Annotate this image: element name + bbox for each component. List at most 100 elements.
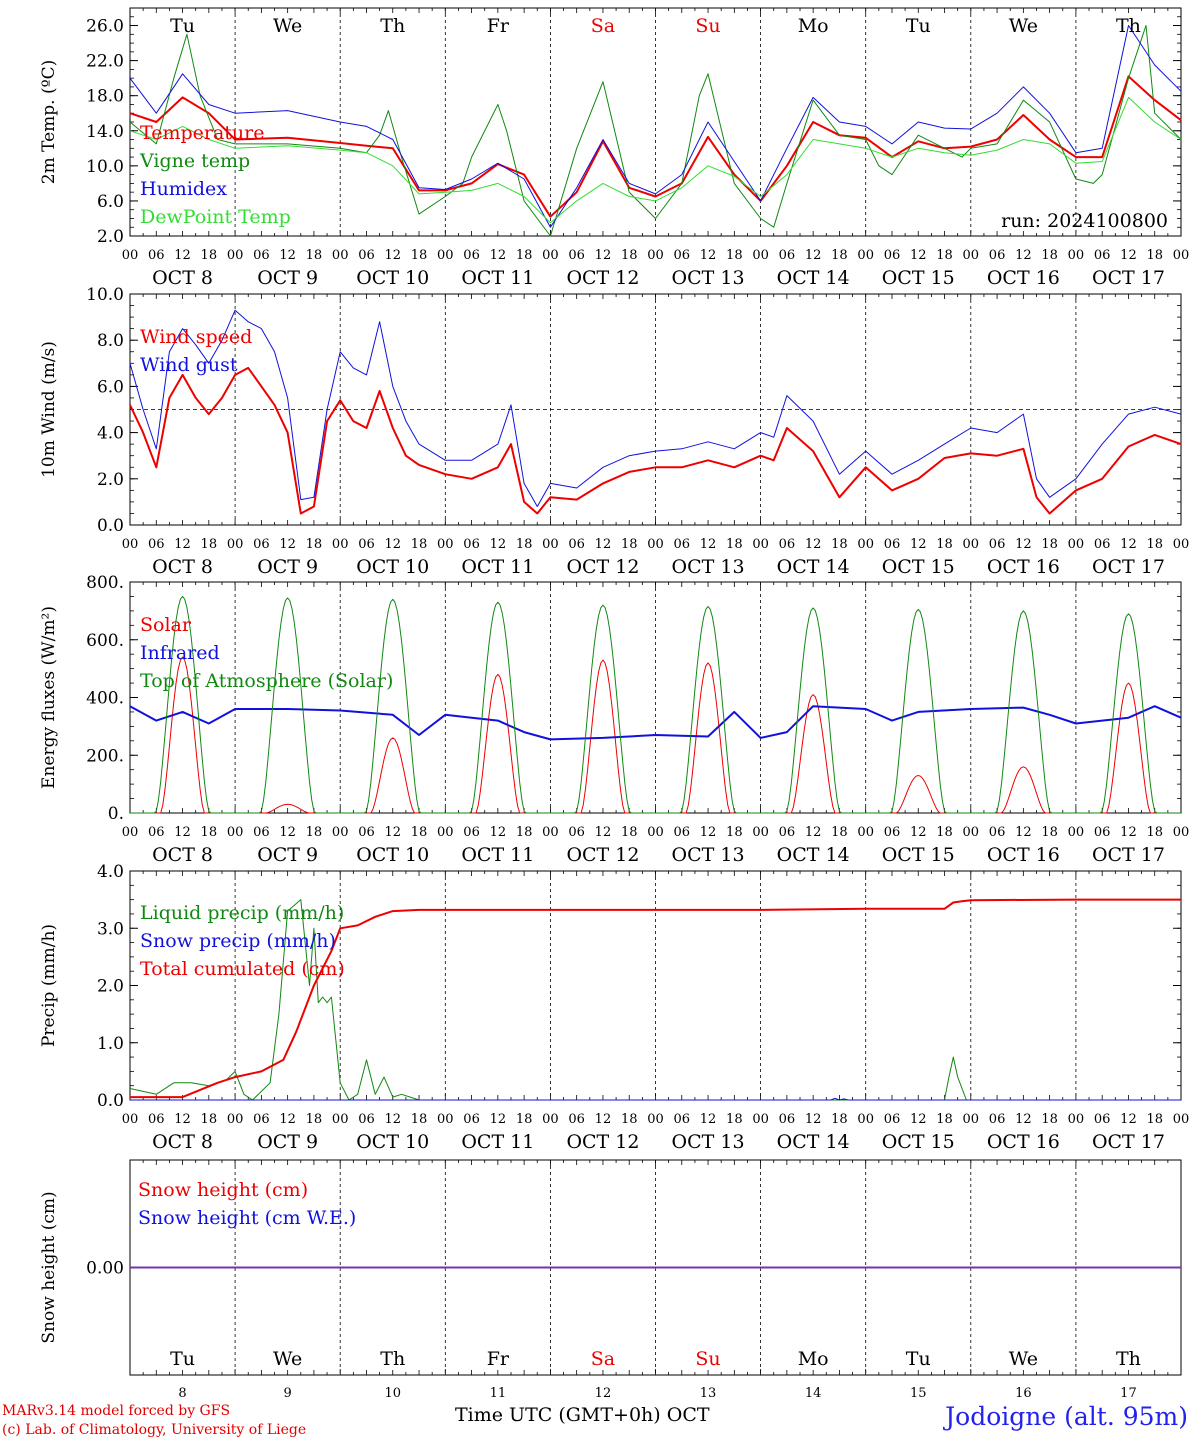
wind-y-tick-label: 0.0 <box>97 516 124 536</box>
snow-y-tick-label: 0.00 <box>86 1259 124 1279</box>
energy-hour-tick-label: 18 <box>1146 825 1163 840</box>
energy-date-label: OCT 10 <box>356 844 429 866</box>
precip-hour-tick-label: 06 <box>358 1112 375 1127</box>
energy-hour-tick-label: 06 <box>1094 825 1111 840</box>
wind-hour-tick-label: 12 <box>595 537 612 552</box>
temp-y-axis-label: 2m Temp. (ºC) <box>39 60 59 185</box>
wind-hour-tick-label: 18 <box>411 537 428 552</box>
precip-legend-item: Snow precip (mm/h) <box>140 930 336 952</box>
temp-series-dewpoint-temp <box>129 96 1182 224</box>
energy-hour-tick-label: 00 <box>963 825 980 840</box>
temp-hour-tick-label: 00 <box>857 248 874 263</box>
run-label: run: 2024100800 <box>1001 210 1168 232</box>
energy-hour-tick-label: 18 <box>306 825 323 840</box>
wind-hour-tick-label: 00 <box>647 537 664 552</box>
precip-date-label: OCT 15 <box>882 1131 955 1153</box>
precip-y-tick-label: 2.0 <box>97 977 124 997</box>
precip-hour-tick-label: 06 <box>989 1112 1006 1127</box>
snow-day-label: Mo <box>798 1348 829 1370</box>
energy-date-label: OCT 16 <box>987 844 1060 866</box>
temp-date-label: OCT 12 <box>566 267 639 289</box>
wind-hour-tick-label: 00 <box>332 537 349 552</box>
energy-hour-tick-label: 12 <box>384 825 401 840</box>
precip-hour-tick-label: 06 <box>884 1112 901 1127</box>
precip-hour-tick-label: 12 <box>1015 1112 1032 1127</box>
energy-hour-tick-label: 18 <box>201 825 218 840</box>
snow-day-label: Tu <box>906 1348 931 1370</box>
temp-hour-tick-label: 06 <box>989 248 1006 263</box>
energy-hour-tick-label: 00 <box>332 825 349 840</box>
temp-hour-tick-label: 18 <box>1041 248 1058 263</box>
energy-hour-tick-label: 00 <box>1173 825 1190 840</box>
temp-day-label: Sa <box>591 15 615 37</box>
wind-hour-tick-label: 00 <box>752 537 769 552</box>
precip-hour-tick-label: 00 <box>752 1112 769 1127</box>
energy-hour-tick-label: 18 <box>1041 825 1058 840</box>
precip-hour-tick-label: 06 <box>568 1112 585 1127</box>
snow-y-axis-label: Snow height (cm) <box>39 1191 59 1343</box>
energy-y-tick-label: 400. <box>86 689 124 709</box>
temp-day-label: Th <box>1116 15 1141 37</box>
wind-hour-tick-label: 06 <box>779 537 796 552</box>
wind-series-wind-speed <box>129 366 1182 515</box>
wind-hour-tick-label: 06 <box>463 537 480 552</box>
precip-series-snow-precip-mm-h <box>130 1097 1181 1101</box>
precip-hour-tick-label: 06 <box>1094 1112 1111 1127</box>
wind-y-tick-label: 8.0 <box>97 331 124 351</box>
precip-date-label: OCT 9 <box>257 1131 318 1153</box>
temp-hour-tick-label: 06 <box>674 248 691 263</box>
precip-hour-tick-label: 12 <box>910 1112 927 1127</box>
wind-hour-tick-label: 06 <box>568 537 585 552</box>
wind-date-label: OCT 10 <box>356 556 429 578</box>
energy-y-tick-label: 0. <box>108 804 124 824</box>
energy-hour-tick-label: 00 <box>752 825 769 840</box>
temp-y-tick-label: 2.0 <box>97 227 124 247</box>
precip-date-label: OCT 14 <box>777 1131 850 1153</box>
energy-hour-tick-label: 18 <box>621 825 638 840</box>
precip-y-tick-label: 0.0 <box>97 1091 124 1111</box>
wind-hour-tick-label: 06 <box>358 537 375 552</box>
energy-hour-tick-label: 06 <box>148 825 165 840</box>
temp-hour-tick-label: 06 <box>463 248 480 263</box>
temp-hour-tick-label: 00 <box>542 248 559 263</box>
wind-hour-tick-label: 06 <box>989 537 1006 552</box>
temp-hour-tick-label: 12 <box>490 248 507 263</box>
precip-y-tick-label: 3.0 <box>97 919 124 939</box>
temp-hour-tick-label: 06 <box>148 248 165 263</box>
snow-day-number: 16 <box>1015 1386 1032 1400</box>
energy-y-axis-label: Energy fluxes (W/m²) <box>39 606 59 789</box>
energy-hour-tick-label: 12 <box>595 825 612 840</box>
energy-date-label: OCT 15 <box>882 844 955 866</box>
wind-hour-tick-label: 12 <box>1120 537 1137 552</box>
precip-hour-tick-label: 12 <box>384 1112 401 1127</box>
precip-y-tick-label: 1.0 <box>97 1034 124 1054</box>
precip-hour-tick-label: 12 <box>490 1112 507 1127</box>
snow-day-number: 11 <box>490 1386 507 1400</box>
temp-hour-tick-label: 12 <box>174 248 191 263</box>
precip-hour-tick-label: 18 <box>516 1112 533 1127</box>
temp-hour-tick-label: 00 <box>963 248 980 263</box>
wind-hour-tick-label: 18 <box>516 537 533 552</box>
snow-day-number: 13 <box>700 1386 717 1400</box>
wind-hour-tick-label: 06 <box>148 537 165 552</box>
footer-model-credit: MARv3.14 model forced by GFS <box>2 1403 231 1419</box>
precip-hour-tick-label: 12 <box>595 1112 612 1127</box>
energy-hour-tick-label: 12 <box>1015 825 1032 840</box>
wind-hour-tick-label: 12 <box>384 537 401 552</box>
precip-hour-tick-label: 00 <box>963 1112 980 1127</box>
temp-day-label: We <box>273 15 302 37</box>
precip-hour-tick-label: 12 <box>700 1112 717 1127</box>
wind-hour-tick-label: 06 <box>674 537 691 552</box>
wind-hour-tick-label: 12 <box>174 537 191 552</box>
snow-day-number: 10 <box>384 1386 401 1400</box>
temp-day-label: Fr <box>487 15 510 37</box>
temp-day-label: Mo <box>798 15 829 37</box>
energy-y-tick-label: 600. <box>86 631 124 651</box>
meteogram: 2.0 6.0 10.0 14.0 18.0 22.0 26.0 2m Temp. (ºC) T… <box>39 7 1190 1400</box>
temp-legend-item: DewPoint Temp <box>140 206 291 228</box>
wind-hour-tick-label: 12 <box>279 537 296 552</box>
energy-hour-tick-label: 18 <box>516 825 533 840</box>
snow-day-number: 9 <box>284 1386 292 1400</box>
precip-hour-tick-label: 00 <box>122 1112 139 1127</box>
precip-date-label: OCT 16 <box>987 1131 1060 1153</box>
